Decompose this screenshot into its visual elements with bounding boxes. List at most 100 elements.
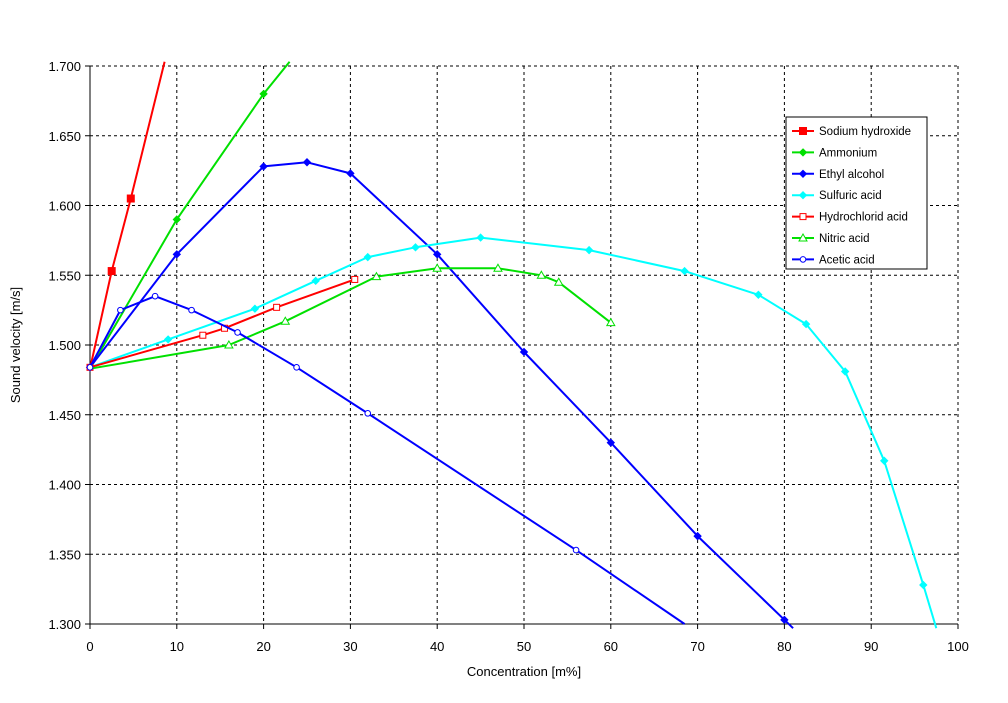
data-point-ethyl-alcohol (606, 438, 616, 447)
data-point-ethyl-alcohol (172, 250, 182, 259)
legend-marker (798, 169, 808, 179)
legend-label: Ethyl alcohol (819, 169, 884, 181)
legend-item-ethyl-alcohol: Ethyl alcohol (792, 169, 884, 181)
legend-marker (799, 213, 807, 221)
x-tick-label: 50 (517, 639, 531, 654)
data-point-sulfuric-acid (163, 335, 173, 344)
data-point-sulfuric-acid (584, 245, 594, 255)
data-point-acetic-acid (117, 306, 124, 314)
y-axis-title: Sound velocity [m/s] (8, 287, 23, 403)
data-point-nitric-acid (553, 277, 564, 286)
x-tick-label: 100 (947, 639, 969, 654)
x-tick-label: 90 (864, 639, 878, 654)
axes (85, 65, 959, 629)
data-point-sulfuric-acid (411, 243, 420, 252)
series-line-ammonium (89, 61, 291, 370)
data-point-sodium-hydroxide (126, 194, 135, 203)
data-point-acetic-acid (188, 306, 195, 314)
data-point-sulfuric-acid (363, 252, 372, 262)
data-point-ethyl-alcohol (693, 531, 702, 541)
data-point-nitric-acid (605, 317, 616, 327)
data-point-ethyl-alcohol (432, 250, 442, 259)
legend-label: Nitric acid (819, 233, 869, 245)
series-acetic-acid (86, 292, 686, 625)
legend-marker (798, 190, 808, 200)
data-point-nitric-acid (493, 263, 503, 272)
x-tick-label: 30 (343, 639, 357, 654)
y-tick-label: 1.700 (48, 59, 81, 74)
data-point-ammonium (172, 215, 182, 224)
data-point-nitric-acid (280, 316, 291, 325)
legend-box (785, 116, 928, 270)
y-tick-label: 1.500 (48, 338, 81, 353)
data-point-ethyl-alcohol (346, 169, 355, 178)
y-tick-labels: 1.300 1.350 1.400 1.450 1.500 1.550 1.600 1.650… (48, 59, 81, 632)
y-tick-label: 1.600 (48, 199, 81, 214)
x-tick-label: 10 (170, 639, 184, 654)
data-point-ethyl-alcohol (259, 162, 268, 171)
legend-label: Ammonium (819, 147, 877, 159)
legend-item-sodium-hydroxide: Sodium hydroxide (792, 126, 911, 138)
data-point-sulfuric-acid (880, 456, 889, 465)
data-point-sodium-hydroxide (107, 267, 116, 276)
data-point-acetic-acid (151, 292, 159, 300)
data-point-sulfuric-acid (754, 290, 763, 299)
y-tick-label: 1.300 (48, 617, 81, 632)
data-point-sulfuric-acid (840, 367, 850, 376)
x-tick-labels: 0 10 20 30 40 50 60 70 80 90 100 (86, 639, 968, 654)
series-layer (85, 61, 938, 629)
data-point-hydrochlorid-acid (199, 331, 207, 339)
legend-marker (798, 232, 808, 242)
legend-item-nitric-acid: Nitric acid (792, 232, 869, 245)
data-point-ethyl-alcohol (519, 347, 529, 357)
legend: Sodium hydroxide Ammonium Ethyl alcohol Sul… (785, 116, 928, 270)
x-tick-label: 0 (86, 639, 93, 654)
series-sulfuric-acid (89, 233, 938, 629)
series-line-sodium-hydroxide (89, 61, 166, 369)
data-point-sulfuric-acid (919, 580, 928, 590)
data-point-acetic-acid (572, 546, 580, 554)
y-tick-label: 1.650 (48, 129, 81, 144)
data-point-ethyl-alcohol (780, 615, 789, 625)
data-point-nitric-acid (432, 263, 443, 272)
data-point-sulfuric-acid (476, 233, 485, 242)
data-point-sulfuric-acid (311, 276, 320, 286)
data-point-nitric-acid (224, 339, 234, 349)
data-point-acetic-acid (86, 364, 94, 371)
legend-label: Hydrochlorid acid (819, 212, 908, 224)
data-point-nitric-acid (536, 270, 547, 279)
data-point-hydrochlorid-acid (273, 303, 281, 311)
data-point-ethyl-alcohol (302, 158, 312, 167)
legend-item-acetic-acid: Acetic acid (792, 254, 875, 266)
data-point-nitric-acid (371, 271, 382, 281)
legend-label: Sulfuric acid (819, 190, 882, 202)
data-point-acetic-acid (293, 364, 300, 371)
legend-marker (799, 127, 807, 135)
y-tick-label: 1.550 (48, 268, 81, 283)
legend-marker (799, 256, 807, 263)
series-ammonium (89, 61, 291, 370)
x-tick-label: 40 (430, 639, 444, 654)
grid-lines (90, 65, 959, 624)
x-tick-label: 20 (256, 639, 270, 654)
legend-marker (798, 148, 808, 157)
legend-item-hydrochlorid-acid: Hydrochlorid acid (792, 212, 908, 224)
y-tick-label: 1.350 (48, 547, 81, 562)
data-point-acetic-acid (234, 329, 241, 336)
x-axis-title: Concentration [m%] (467, 664, 581, 679)
data-point-sulfuric-acid (250, 304, 260, 313)
series-sodium-hydroxide (89, 61, 166, 369)
y-tick-label: 1.450 (48, 408, 81, 423)
legend-label: Acetic acid (819, 254, 875, 266)
x-tick-label: 80 (777, 639, 791, 654)
data-point-ammonium (259, 89, 268, 99)
legend-item-ammonium: Ammonium (792, 147, 877, 159)
data-point-acetic-acid (364, 410, 372, 417)
x-tick-label: 70 (690, 639, 704, 654)
legend-label: Sodium hydroxide (819, 126, 911, 138)
data-point-sulfuric-acid (801, 319, 811, 329)
data-point-hydrochlorid-acid (351, 275, 359, 283)
y-tick-label: 1.400 (48, 478, 81, 493)
